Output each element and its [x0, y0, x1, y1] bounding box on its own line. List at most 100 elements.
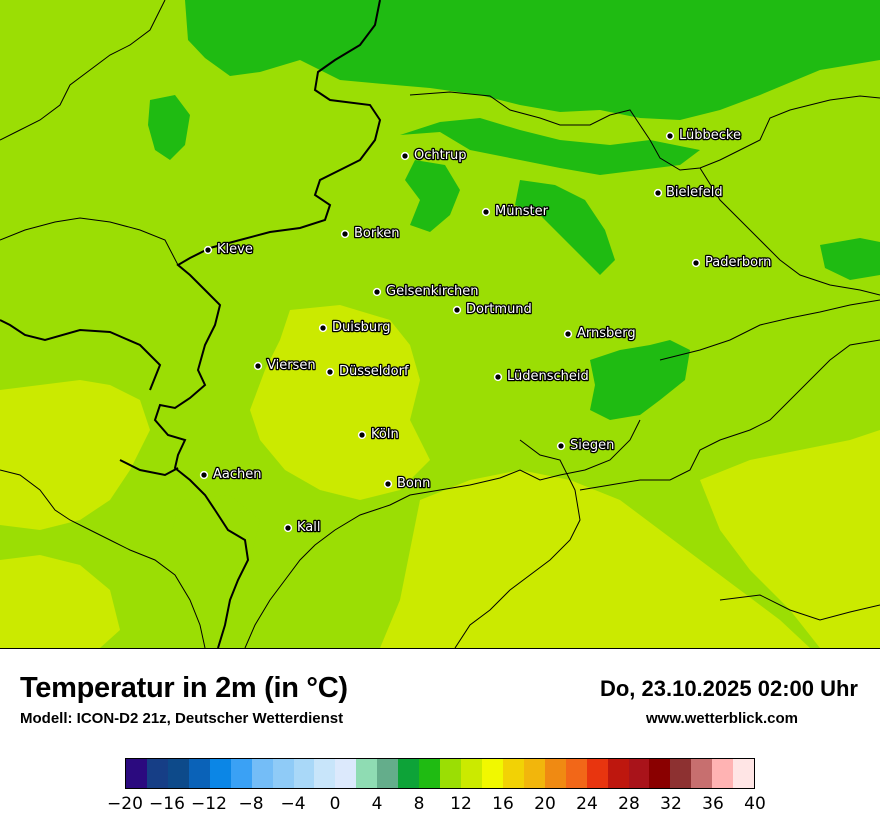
city-viersen[interactable]: Viersen — [253, 357, 317, 374]
temperature-map[interactable]: Lübbecke Ochtrup Bielefeld Münster Borke… — [0, 0, 880, 649]
city-gelsenkirchen[interactable]: Gelsenkirchen — [372, 283, 480, 300]
legend-swatch — [586, 759, 608, 788]
field-yellow-south — [380, 470, 810, 648]
city-luedenscheid[interactable]: Lüdenscheid — [493, 368, 590, 385]
city-aachen[interactable]: Aachen — [199, 466, 263, 483]
city-dot — [203, 245, 213, 255]
city-dortmund[interactable]: Dortmund — [452, 301, 533, 318]
legend-tick-label: −20 — [107, 794, 143, 814]
city-label: Lübbecke — [679, 128, 741, 143]
city-dot — [481, 207, 491, 217]
city-dot — [199, 470, 209, 480]
legend-tick-label: 32 — [660, 794, 682, 814]
color-legend — [125, 758, 755, 789]
legend-swatch — [712, 759, 734, 788]
legend-tick-labels: −20 −16 −12 −8 −4 0 4 8 12 16 20 24 28 32 36 40 — [107, 794, 766, 818]
city-label: Köln — [371, 427, 399, 442]
city-bonn[interactable]: Bonn — [383, 475, 432, 492]
city-label: Münster — [495, 204, 549, 219]
website-link[interactable]: www.wetterblick.com — [646, 710, 798, 727]
city-ochtrup[interactable]: Ochtrup — [400, 147, 468, 164]
legend-swatch — [440, 759, 461, 788]
legend-swatch — [146, 759, 168, 788]
city-borken[interactable]: Borken — [340, 225, 401, 242]
legend-tick-label: −12 — [191, 794, 227, 814]
legend-tick-label: 24 — [576, 794, 598, 814]
city-label: Gelsenkirchen — [386, 284, 479, 299]
city-paderborn[interactable]: Paderborn — [691, 254, 773, 271]
legend-tick-label: 16 — [492, 794, 514, 814]
city-label: Lüdenscheid — [507, 369, 589, 384]
field-dark-green-west — [148, 95, 190, 160]
field-dark-green-north — [185, 0, 880, 120]
city-arnsberg[interactable]: Arnsberg — [563, 325, 637, 342]
legend-swatch — [335, 759, 357, 788]
field-yellow-southeast — [700, 430, 880, 648]
city-dot — [357, 430, 367, 440]
legend-swatch — [293, 759, 315, 788]
legend-swatch — [398, 759, 420, 788]
city-muenster[interactable]: Münster — [481, 203, 550, 220]
city-dot — [340, 229, 350, 239]
legend-swatch — [502, 759, 524, 788]
legend-tick-label: 40 — [744, 794, 766, 814]
city-dot — [283, 523, 293, 533]
legend-swatch — [565, 759, 587, 788]
city-dot — [691, 258, 701, 268]
city-luebbecke[interactable]: Lübbecke — [665, 127, 742, 144]
field-yellow-rhine — [250, 305, 430, 500]
city-bielefeld[interactable]: Bielefeld — [653, 184, 724, 201]
field-dark-green-east1 — [515, 180, 615, 275]
legend-swatch — [691, 759, 713, 788]
field-dark-green-north2 — [400, 118, 700, 175]
legend-tick-label: 36 — [702, 794, 724, 814]
city-kall[interactable]: Kall — [283, 519, 322, 536]
legend-swatch — [230, 759, 252, 788]
legend-swatch — [167, 759, 189, 788]
field-mid-green-eifel — [170, 495, 260, 580]
city-dot — [400, 151, 410, 161]
city-duesseldorf[interactable]: Düsseldorf — [325, 363, 410, 380]
legend-tick-label: 8 — [413, 794, 425, 814]
city-label: Viersen — [267, 358, 316, 373]
map-footer: Temperatur in 2m (in °C) Modell: ICON-D2… — [0, 648, 880, 830]
city-label: Duisburg — [332, 320, 391, 335]
legend-swatch — [126, 759, 147, 788]
city-label: Bielefeld — [666, 185, 723, 200]
city-label: Bonn — [397, 476, 430, 491]
legend-tick-label: 20 — [534, 794, 556, 814]
city-dot — [563, 329, 573, 339]
city-label: Borken — [354, 226, 400, 241]
legend-swatch — [209, 759, 231, 788]
legend-tick-label: 12 — [450, 794, 472, 814]
city-duisburg[interactable]: Duisburg — [318, 319, 392, 336]
legend-swatch — [649, 759, 671, 788]
legend-swatch — [544, 759, 566, 788]
legend-swatch — [523, 759, 545, 788]
city-siegen[interactable]: Siegen — [556, 437, 616, 454]
city-label: Dortmund — [466, 302, 532, 317]
legend-swatch — [419, 759, 441, 788]
city-dot — [318, 323, 328, 333]
city-label: Siegen — [570, 438, 614, 453]
city-dot — [325, 367, 335, 377]
legend-swatch — [607, 759, 629, 788]
city-koeln[interactable]: Köln — [357, 426, 400, 443]
map-title: Temperatur in 2m (in °C) — [20, 672, 348, 704]
city-dot — [372, 287, 382, 297]
legend-tick-label: −4 — [280, 794, 306, 814]
city-label: Aachen — [213, 467, 261, 482]
city-dot — [452, 305, 462, 315]
field-dark-green-east2 — [820, 238, 880, 280]
city-kleve[interactable]: Kleve — [203, 241, 254, 258]
legend-swatch — [272, 759, 294, 788]
legend-tick-label: 0 — [329, 794, 341, 814]
map-canvas: Lübbecke Ochtrup Bielefeld Münster Borke… — [0, 0, 880, 648]
field-yellow-southwest2 — [0, 555, 120, 648]
legend-tick-label: 28 — [618, 794, 640, 814]
city-label: Ochtrup — [414, 148, 467, 163]
model-source: Modell: ICON-D2 21z, Deutscher Wetterdie… — [20, 710, 344, 727]
field-dark-green-sauerland — [590, 340, 690, 420]
legend-swatch — [377, 759, 399, 788]
city-dot — [383, 479, 393, 489]
